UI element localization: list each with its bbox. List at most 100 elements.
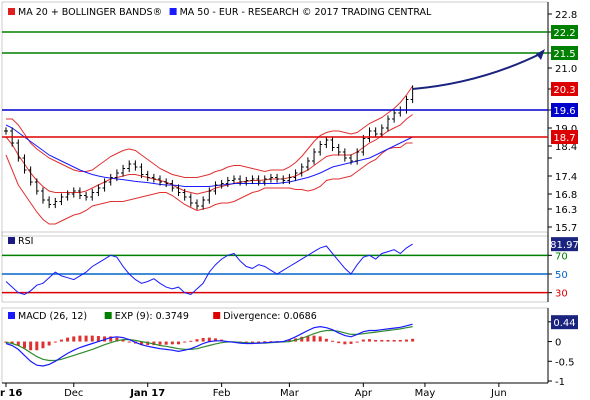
level-label-2: 19.6: [553, 106, 575, 117]
divergence-bar: [355, 341, 359, 343]
price-tick-label: 16.3: [555, 205, 577, 216]
level-label-0-box: [551, 25, 578, 39]
x-tick-label: Jun: [490, 388, 507, 399]
x-tick-label: Apr: [355, 388, 373, 399]
divergence-bar: [109, 336, 113, 342]
divergence-bar: [361, 339, 365, 342]
price-tick-label: 16.8: [555, 190, 577, 201]
divergence-bar: [207, 337, 211, 342]
macd-last-label: 0.44: [553, 318, 575, 329]
divergence-bar: [374, 339, 378, 342]
divergence-bar: [380, 339, 384, 342]
rsi-last-label: 81.97: [550, 240, 579, 251]
divergence-bar: [146, 341, 150, 346]
divergence-bar: [312, 335, 316, 342]
rsi-panel: 70 50 30 81.97 RSI: [1, 231, 579, 303]
legend-marker-1: [169, 8, 177, 15]
x-tick-label: Mar: [280, 388, 300, 399]
projection-arrow-head: [536, 49, 545, 60]
last-price-label: 20.3: [553, 85, 575, 96]
legend-marker-0: [8, 8, 15, 15]
projection-arrow-line: [412, 52, 543, 90]
bollinger-lower-line: [5, 142, 413, 225]
divergence-bar: [269, 341, 273, 343]
divergence-bar: [158, 341, 162, 345]
divergence-bar: [244, 341, 248, 343]
last-price-label-box: [551, 82, 578, 96]
divergence-bar: [213, 338, 217, 342]
divergence-bar: [41, 341, 45, 349]
price-tick-label: 21.0: [555, 64, 577, 75]
divergence-bar: [337, 341, 341, 344]
divergence-bar: [66, 337, 70, 342]
divergence-bar: [183, 341, 187, 343]
divergence-bar: [404, 339, 408, 342]
price-panel: 15.7 16.3 16.8 17.4 18.4 19.0 21.0 22.8 22.2 21.5…: [1, 1, 578, 237]
divergence-bar: [16, 341, 20, 346]
legend-marker-2: [213, 312, 221, 319]
divergence-bar: [263, 341, 267, 343]
divergence-bar: [115, 337, 119, 342]
divergence-bar: [318, 336, 322, 342]
divergence-bar: [4, 341, 8, 343]
legend-label-2: Divergence: 0.0686: [223, 311, 317, 322]
price-tick-label: 17.4: [555, 172, 577, 183]
divergence-bar: [72, 336, 76, 342]
legend-marker-0: [8, 237, 15, 244]
level-label-2-box: [551, 103, 578, 117]
divergence-bar: [324, 338, 328, 342]
x-tick-label: Feb: [213, 388, 231, 399]
divergence-bar: [189, 340, 193, 342]
rsi-level-label-2: 30: [555, 289, 568, 300]
level-label-0: 22.2: [553, 28, 575, 39]
level-label-3: 18.7: [553, 133, 575, 144]
legend-label-0: RSI: [18, 236, 33, 247]
legend-label-0: MACD (26, 12): [18, 311, 87, 322]
divergence-bar: [22, 341, 26, 349]
divergence-bar: [331, 340, 335, 342]
divergence-bar: [411, 338, 415, 342]
price-tick-label: 22.8: [555, 10, 577, 21]
x-tick-label: Dec: [64, 388, 83, 399]
macd-line: [5, 323, 413, 367]
divergence-bar: [59, 339, 63, 342]
legend-label-1: MA 50 - EUR - RESEARCH © 2017 TRADING CE…: [180, 7, 432, 18]
rsi-level-label-1: 50: [555, 270, 568, 281]
divergence-bar: [47, 341, 51, 346]
divergence-bar: [201, 338, 205, 342]
legend-label-0: MA 20 + BOLLINGER BANDS®: [18, 7, 162, 18]
divergence-bar: [300, 336, 304, 342]
x-tick-label: Jan 17: [129, 388, 165, 399]
divergence-bar: [29, 341, 33, 351]
divergence-bar: [367, 339, 371, 342]
level-label-3-box: [551, 130, 578, 144]
x-tick-label: May: [415, 388, 436, 399]
divergence-bar: [140, 341, 144, 345]
divergence-bar: [53, 341, 57, 343]
legend-marker-0: [8, 312, 15, 319]
divergence-bar: [10, 341, 14, 344]
divergence-bar: [287, 339, 291, 342]
divergence-bar: [177, 341, 181, 345]
price-tick-label: 18.4: [555, 142, 577, 153]
divergence-bar: [84, 335, 88, 342]
divergence-bar: [78, 335, 82, 342]
legend-marker-1: [104, 312, 112, 319]
price-tick-label: 15.7: [555, 223, 577, 234]
divergence-bar: [398, 339, 402, 342]
divergence-bar: [35, 341, 39, 351]
x-tick-label: r 16: [0, 388, 22, 399]
divergence-bar: [195, 339, 199, 342]
divergence-bar: [90, 335, 94, 342]
rsi-line: [5, 243, 413, 296]
macd-tick-label: 0: [555, 338, 561, 349]
rsi-last-label-box: [551, 237, 578, 252]
price-tick-label: 19.0: [555, 124, 577, 135]
divergence-bar: [170, 341, 174, 345]
divergence-bar: [257, 341, 261, 343]
bollinger-upper-line: [6, 85, 414, 178]
level-label-1: 21.5: [553, 49, 575, 60]
